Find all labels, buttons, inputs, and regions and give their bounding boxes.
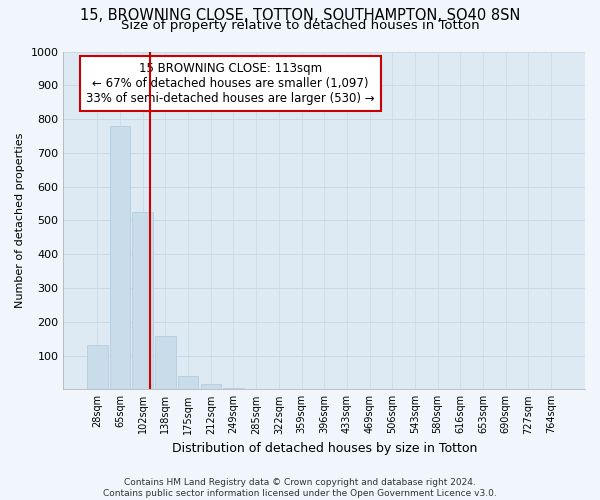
Text: 15, BROWNING CLOSE, TOTTON, SOUTHAMPTON, SO40 8SN: 15, BROWNING CLOSE, TOTTON, SOUTHAMPTON,… xyxy=(80,8,520,22)
Bar xyxy=(178,376,198,390)
Text: Size of property relative to detached houses in Totton: Size of property relative to detached ho… xyxy=(121,18,479,32)
Bar xyxy=(155,336,176,390)
Y-axis label: Number of detached properties: Number of detached properties xyxy=(15,132,25,308)
Text: 15 BROWNING CLOSE: 113sqm
← 67% of detached houses are smaller (1,097)
33% of se: 15 BROWNING CLOSE: 113sqm ← 67% of detac… xyxy=(86,62,374,104)
Bar xyxy=(110,126,130,390)
Bar xyxy=(200,384,221,390)
Bar xyxy=(133,212,153,390)
X-axis label: Distribution of detached houses by size in Totton: Distribution of detached houses by size … xyxy=(172,442,477,455)
Bar xyxy=(87,346,107,390)
Bar xyxy=(223,388,244,390)
Text: Contains HM Land Registry data © Crown copyright and database right 2024.
Contai: Contains HM Land Registry data © Crown c… xyxy=(103,478,497,498)
